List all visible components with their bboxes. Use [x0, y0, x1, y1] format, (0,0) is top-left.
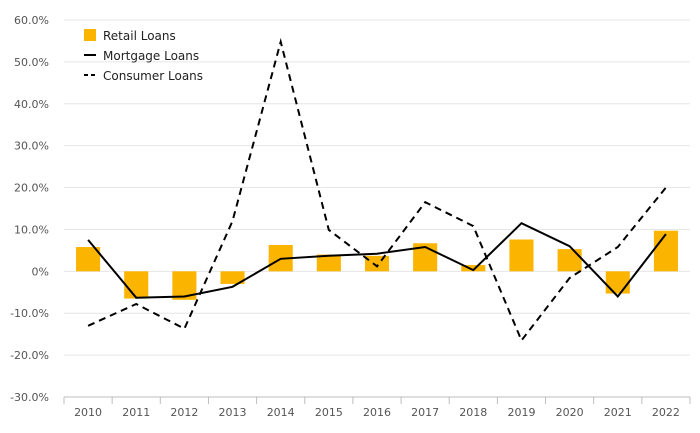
bar-retail-loans	[76, 247, 101, 272]
x-tick-label: 2013	[219, 406, 247, 419]
retail-loans-bars	[76, 230, 678, 300]
y-axis-tick-labels: 60.0% 50.0% 40.0% 30.0% 20.0% 10.0% 0% -10.0% -2…	[10, 14, 49, 404]
bar-retail-loans	[220, 271, 245, 284]
x-tick-label: 2019	[507, 406, 535, 419]
legend-label-retail-loans: Retail Loans	[103, 29, 176, 43]
x-tick-label: 2011	[122, 406, 150, 419]
legend-label-mortgage-loans: Mortgage Loans	[103, 49, 199, 63]
x-tick-label: 2020	[556, 406, 584, 419]
x-axis: 2010 2011 2012 2013 2014 2015 2016 2017 2018 2019…	[63, 396, 691, 419]
y-tick-label: 60.0%	[14, 14, 49, 27]
line-series	[87, 37, 667, 343]
x-tick-label: 2016	[363, 406, 391, 419]
x-tick-label: 2018	[459, 406, 487, 419]
legend-swatch-retail-loans	[84, 29, 96, 41]
x-tick-label: 2022	[652, 406, 680, 419]
bar-retail-loans	[509, 239, 534, 272]
bar-retail-loans	[653, 230, 678, 272]
y-tick-label: -30.0%	[10, 391, 49, 404]
bar-retail-loans	[557, 249, 582, 272]
bar-retail-loans	[316, 254, 341, 272]
x-tick-label: 2021	[604, 406, 632, 419]
bar-retail-loans	[605, 271, 630, 294]
legend: Retail Loans Mortgage Loans Consumer Loa…	[84, 29, 203, 83]
bar-retail-loans	[461, 265, 486, 272]
y-tick-label: 20.0%	[14, 182, 49, 195]
bar-retail-loans	[124, 271, 149, 299]
line-mortgage-loans	[87, 221, 667, 299]
y-tick-label: 0%	[32, 265, 49, 278]
y-tick-label: 50.0%	[14, 56, 49, 69]
x-tick-label: 2015	[315, 406, 343, 419]
legend-label-consumer-loans: Consumer Loans	[103, 69, 203, 83]
y-tick-label: 10.0%	[14, 223, 49, 236]
x-tick-label: 2014	[267, 406, 295, 419]
y-tick-label: 40.0%	[14, 98, 49, 111]
y-tick-label: -20.0%	[10, 349, 49, 362]
x-tick-label: 2012	[170, 406, 198, 419]
bar-retail-loans	[364, 255, 390, 272]
y-tick-label: -10.0%	[10, 307, 49, 320]
x-tick-label: 2010	[74, 406, 102, 419]
line-consumer-loans	[87, 37, 667, 343]
y-tick-label: 30.0%	[14, 140, 49, 153]
x-tick-label: 2017	[411, 406, 439, 419]
